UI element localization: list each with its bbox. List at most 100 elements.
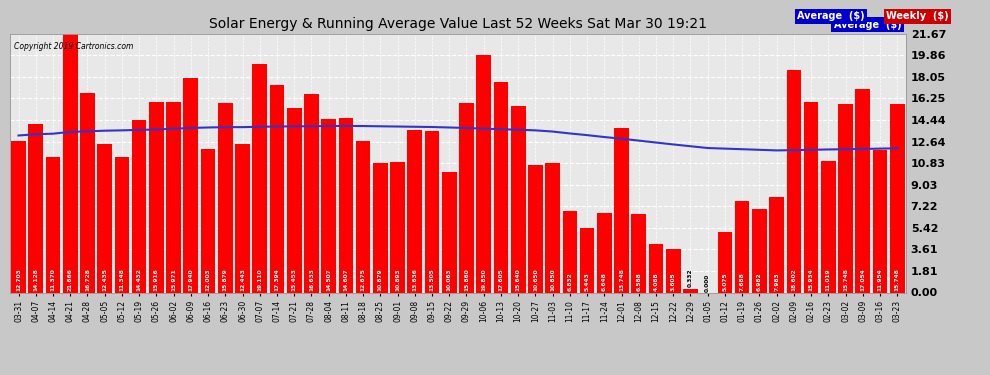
Text: 14.128: 14.128 — [34, 268, 39, 291]
Bar — [11, 141, 26, 292]
Text: 11.370: 11.370 — [50, 268, 55, 291]
Text: 17.605: 17.605 — [498, 268, 504, 291]
Text: 17.940: 17.940 — [188, 268, 193, 291]
Text: 15.640: 15.640 — [516, 268, 521, 291]
Bar — [752, 209, 766, 292]
Text: 6.832: 6.832 — [567, 272, 572, 291]
Bar — [786, 70, 801, 292]
Bar — [890, 105, 905, 292]
Text: 15.748: 15.748 — [843, 268, 848, 291]
Text: 21.666: 21.666 — [67, 268, 72, 291]
Text: 0.000: 0.000 — [705, 274, 710, 292]
Bar — [80, 93, 95, 292]
Text: 11.019: 11.019 — [826, 268, 831, 291]
Text: 7.983: 7.983 — [774, 272, 779, 291]
Text: 13.748: 13.748 — [619, 268, 624, 291]
Bar — [304, 94, 319, 292]
Bar — [29, 124, 44, 292]
Text: 6.982: 6.982 — [757, 272, 762, 291]
Text: 14.432: 14.432 — [137, 268, 142, 291]
Bar — [580, 228, 594, 292]
Text: 15.934: 15.934 — [809, 268, 814, 291]
Text: 11.954: 11.954 — [877, 268, 882, 291]
Text: 10.850: 10.850 — [550, 268, 555, 291]
Text: 5.443: 5.443 — [585, 272, 590, 291]
Bar — [425, 131, 440, 292]
Bar — [821, 161, 836, 292]
Bar — [390, 162, 405, 292]
Bar — [718, 232, 733, 292]
Text: 3.605: 3.605 — [671, 272, 676, 291]
Text: 10.063: 10.063 — [446, 268, 451, 291]
Text: 14.507: 14.507 — [326, 268, 331, 291]
Bar — [666, 249, 680, 292]
Bar — [804, 102, 819, 292]
Text: 0.332: 0.332 — [688, 269, 693, 287]
Text: 19.110: 19.110 — [257, 268, 262, 291]
Text: 6.648: 6.648 — [602, 272, 607, 291]
Text: 7.688: 7.688 — [740, 272, 744, 291]
Text: 17.394: 17.394 — [274, 268, 279, 291]
Bar — [236, 144, 249, 292]
Bar — [46, 157, 60, 292]
Text: 15.860: 15.860 — [464, 268, 469, 291]
Text: 15.748: 15.748 — [895, 268, 900, 291]
Text: 14.607: 14.607 — [344, 268, 348, 291]
Bar — [115, 157, 130, 292]
Bar — [287, 108, 302, 292]
Bar — [683, 288, 698, 292]
Bar — [632, 214, 646, 292]
Text: 12.443: 12.443 — [240, 268, 245, 291]
Bar — [201, 149, 216, 292]
Text: 17.054: 17.054 — [860, 268, 865, 291]
Text: 19.850: 19.850 — [481, 268, 486, 291]
Bar — [63, 34, 77, 292]
Bar — [545, 163, 560, 292]
Text: Weekly  ($): Weekly ($) — [886, 11, 948, 21]
Bar — [149, 102, 163, 292]
Bar — [494, 82, 508, 292]
Text: 12.703: 12.703 — [16, 268, 21, 291]
Text: 15.916: 15.916 — [153, 268, 158, 291]
Text: 10.879: 10.879 — [378, 268, 383, 291]
Bar — [769, 197, 784, 292]
Bar — [614, 128, 629, 292]
Text: 13.505: 13.505 — [430, 268, 435, 291]
Bar — [322, 119, 336, 292]
Bar — [252, 64, 267, 292]
Bar — [132, 120, 147, 292]
Text: 4.088: 4.088 — [653, 272, 658, 291]
Bar — [339, 118, 353, 292]
Bar — [511, 106, 526, 292]
Bar — [97, 144, 112, 292]
Text: 15.971: 15.971 — [171, 268, 176, 291]
Bar — [218, 103, 233, 292]
Bar — [459, 103, 474, 292]
Bar — [269, 85, 284, 292]
Bar — [476, 56, 491, 292]
Bar — [562, 211, 577, 292]
Bar — [735, 201, 749, 292]
Text: 10.650: 10.650 — [533, 268, 538, 291]
Bar — [597, 213, 612, 292]
Bar — [355, 141, 370, 292]
Text: 13.636: 13.636 — [412, 268, 418, 291]
Bar — [839, 105, 852, 292]
Bar — [166, 102, 181, 292]
Text: 18.602: 18.602 — [791, 268, 796, 291]
Bar — [373, 163, 388, 292]
Bar — [872, 150, 887, 292]
Text: 6.588: 6.588 — [637, 272, 642, 291]
Title: Solar Energy & Running Average Value Last 52 Weeks Sat Mar 30 19:21: Solar Energy & Running Average Value Las… — [209, 17, 707, 31]
Text: 5.075: 5.075 — [723, 272, 728, 291]
Bar — [648, 244, 663, 292]
Text: 12.435: 12.435 — [102, 268, 107, 291]
Text: Copyright 2019 Cartronics.com: Copyright 2019 Cartronics.com — [15, 42, 134, 51]
Text: 16.728: 16.728 — [85, 268, 90, 291]
Bar — [183, 78, 198, 292]
Text: 15.879: 15.879 — [223, 268, 228, 291]
Text: Average  ($): Average ($) — [797, 11, 864, 21]
Text: Average  ($): Average ($) — [834, 20, 901, 30]
Text: 11.348: 11.348 — [120, 268, 125, 291]
Bar — [855, 89, 870, 292]
